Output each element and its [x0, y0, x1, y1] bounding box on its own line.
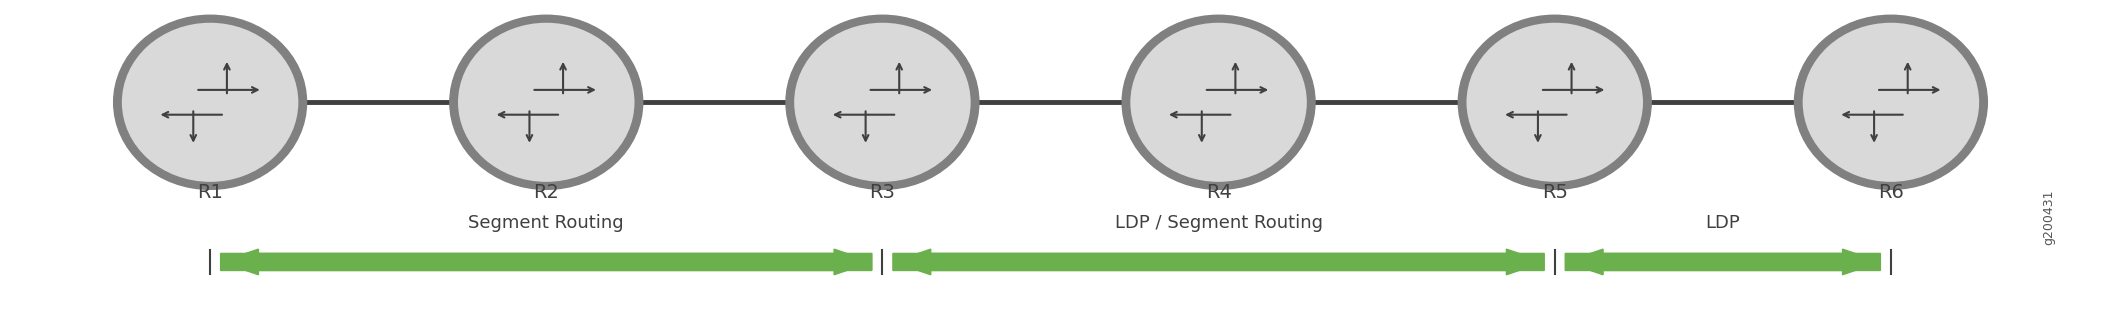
Text: R3: R3 — [870, 183, 895, 202]
Text: R5: R5 — [1542, 183, 1567, 202]
Text: LDP / Segment Routing: LDP / Segment Routing — [1114, 214, 1324, 232]
FancyArrow shape — [1565, 249, 1880, 275]
Text: Segment Routing: Segment Routing — [469, 214, 624, 232]
Ellipse shape — [792, 22, 971, 183]
FancyArrow shape — [893, 249, 1544, 275]
Text: R4: R4 — [1206, 183, 1231, 202]
Ellipse shape — [113, 15, 307, 189]
FancyArrow shape — [221, 249, 872, 275]
Ellipse shape — [786, 15, 979, 189]
Ellipse shape — [1458, 15, 1651, 189]
Ellipse shape — [450, 15, 643, 189]
Text: R6: R6 — [1878, 183, 1904, 202]
Ellipse shape — [1122, 15, 1315, 189]
Text: g200431: g200431 — [2042, 189, 2055, 245]
FancyArrow shape — [1565, 249, 1880, 275]
Ellipse shape — [1130, 22, 1307, 183]
Ellipse shape — [1803, 22, 1979, 183]
Ellipse shape — [1466, 22, 1643, 183]
Ellipse shape — [1794, 15, 1988, 189]
FancyArrow shape — [221, 249, 872, 275]
Text: R1: R1 — [197, 183, 223, 202]
FancyArrow shape — [893, 249, 1544, 275]
Text: LDP: LDP — [1706, 214, 1740, 232]
Ellipse shape — [122, 22, 300, 183]
Text: R2: R2 — [534, 183, 559, 202]
Ellipse shape — [456, 22, 635, 183]
